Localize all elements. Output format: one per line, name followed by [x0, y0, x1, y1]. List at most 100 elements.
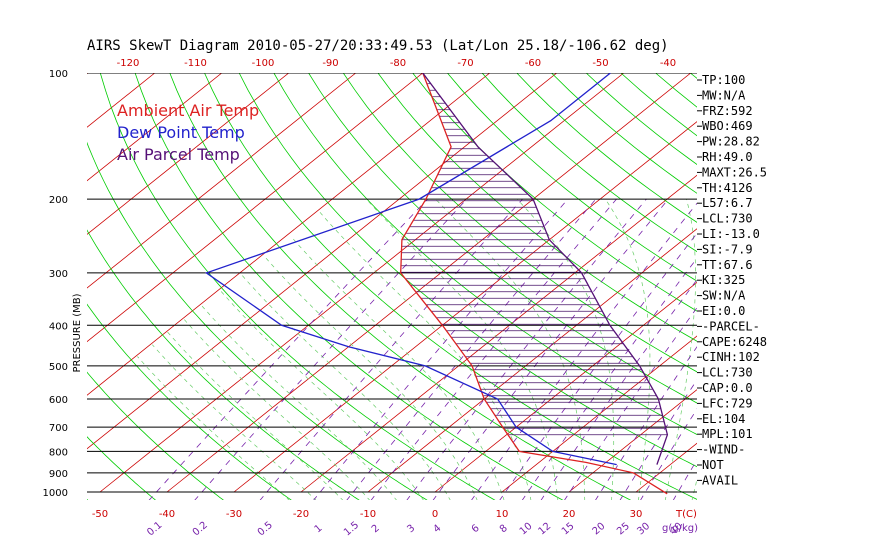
mixing-ratio-line: [471, 202, 697, 500]
dry-adiabat-line: [516, 73, 697, 223]
legend: Ambient Air Temp Dew Point Temp Air Parcel…: [117, 101, 259, 164]
pressure-tick-label: 800: [49, 447, 68, 458]
mixing-ratio-axis: 0.1 0.2 0.5 1 1.5 2 3 4 6 8 10 12 15 20 25 30 40g(g/kg): [145, 520, 698, 539]
moist-adiabat-line: [219, 290, 424, 500]
mixing-ratio-tick: 12: [536, 521, 553, 538]
index-label: LFC:729: [702, 396, 753, 410]
bottom-temp-tick: 0: [432, 509, 438, 520]
legend-entry: Ambient Air Temp: [117, 101, 259, 120]
mixing-ratio-tick: 25: [615, 521, 632, 538]
moist-adiabat-line: [516, 198, 615, 500]
isotherm-line: [87, 73, 88, 75]
dry-adiabat-line: [0, 73, 21, 501]
chart-title: AIRS SkewT Diagram 2010-05-27/20:33:49.5…: [87, 38, 669, 54]
pressure-tick-label: 500: [49, 362, 68, 373]
mixing-ratio-line: [313, 198, 569, 500]
pressure-tick-label: 100: [49, 69, 68, 80]
mixing-ratio-line: [595, 346, 697, 500]
dry-adiabat-line: [864, 73, 870, 501]
top-temp-tick: -90: [322, 58, 338, 69]
cape-hatch: [400, 83, 668, 436]
dry-adiabat-line: [238, 73, 697, 468]
top-temp-tick: -40: [660, 58, 676, 69]
dry-adiabat-line: [760, 73, 870, 501]
dry-adiabat-line: [87, 141, 428, 500]
ambient-temp-curve: [400, 73, 668, 495]
dry-adiabat-line: [87, 498, 89, 500]
mixing-ratio-tick: 20: [591, 521, 608, 538]
index-label: KI:325: [702, 273, 745, 287]
top-temp-tick: -60: [525, 58, 541, 69]
index-label: L57:6.7: [702, 196, 753, 210]
dry-adiabat-line: [829, 73, 870, 501]
bottom-temp-tick: -50: [92, 509, 108, 520]
dry-adiabat-line: [87, 371, 224, 500]
bottom-temp-tick: -20: [293, 509, 309, 520]
dry-adiabat-line: [342, 73, 697, 373]
index-label: TP:100: [702, 73, 745, 87]
index-label: RH:49.0: [702, 150, 753, 164]
mixing-ratio-unit-label: g(g/kg): [662, 523, 698, 534]
mixing-ratio-tick: 4: [432, 523, 444, 536]
bottom-temp-tick: 20: [563, 509, 576, 520]
mixing-ratio-tick: 0.5: [256, 520, 275, 539]
parcel-temp-curve: [422, 73, 669, 465]
index-label: CAP:0.0: [702, 381, 753, 395]
index-label: MPL:101: [702, 427, 753, 441]
index-label: SI:-7.9: [702, 242, 753, 256]
mixing-ratio-line: [619, 379, 697, 500]
dry-adiabat-line: [273, 73, 697, 435]
dry-adiabat-line: [447, 73, 697, 282]
bottom-temp-tick: -10: [360, 509, 376, 520]
dry-adiabat-line: [87, 229, 360, 500]
pressure-tick-label: 900: [49, 469, 68, 480]
isotherm-line: [300, 174, 697, 493]
isotherm-line: [87, 73, 490, 396]
isotherm-line: [837, 73, 870, 492]
moist-adiabat-line: [435, 198, 586, 500]
mixing-ratio-line: [259, 198, 523, 500]
mixing-ratio-tick: 0.2: [191, 520, 210, 539]
dry-adiabat-line: [377, 73, 697, 342]
index-label: EL:104: [702, 412, 745, 426]
index-label: WBO:469: [702, 119, 753, 133]
pressure-tick-label: 400: [49, 321, 68, 332]
bottom-temp-tick: 30: [630, 509, 643, 520]
dry-adiabat-line: [481, 73, 697, 253]
dry-adiabat-line: [134, 73, 564, 500]
dry-adiabat-line: [204, 73, 697, 500]
temp-unit-label: T(C): [675, 509, 697, 520]
legend-entry: Dew Point Temp: [117, 123, 245, 142]
mixing-ratio-tick: 10: [518, 521, 535, 538]
index-label: -PARCEL-: [702, 319, 760, 333]
index-label: TH:4126: [702, 181, 753, 195]
mixing-ratio-tick: 30: [635, 521, 652, 538]
isotherm-line: [434, 281, 697, 493]
index-label: NOT: [702, 458, 724, 472]
mixing-ratio-line: [194, 198, 467, 500]
isotherm-line: [87, 73, 289, 235]
dry-adiabat-line: [87, 303, 292, 500]
index-label: LI:-13.0: [702, 227, 760, 241]
isotherm-line: [501, 335, 697, 493]
moist-adiabat-line: [664, 199, 696, 500]
dry-adiabat-line: [87, 436, 156, 500]
bottom-temp-tick: 10: [496, 509, 509, 520]
index-label: LCL:730: [702, 212, 753, 226]
top-temp-tick: -70: [457, 58, 473, 69]
mixing-ratio-line: [432, 198, 669, 500]
moist-adiabat-line: [366, 198, 559, 500]
top-temp-tick: -80: [390, 58, 406, 69]
dew-point-curve: [204, 73, 617, 466]
index-label: EI:0.0: [702, 304, 745, 318]
top-temp-tick: -110: [184, 58, 207, 69]
moist-adiabat-line: [152, 344, 317, 500]
pressure-axis: 100 200 300 400 500 600 700 800 900 1000: [43, 69, 68, 499]
mixing-ratio-tick: 1: [313, 523, 325, 536]
index-label: LCL:730: [702, 366, 753, 380]
moist-adiabat-line: [605, 198, 651, 500]
top-temp-tick: -120: [117, 58, 140, 69]
moist-adiabat-line: [239, 272, 451, 500]
